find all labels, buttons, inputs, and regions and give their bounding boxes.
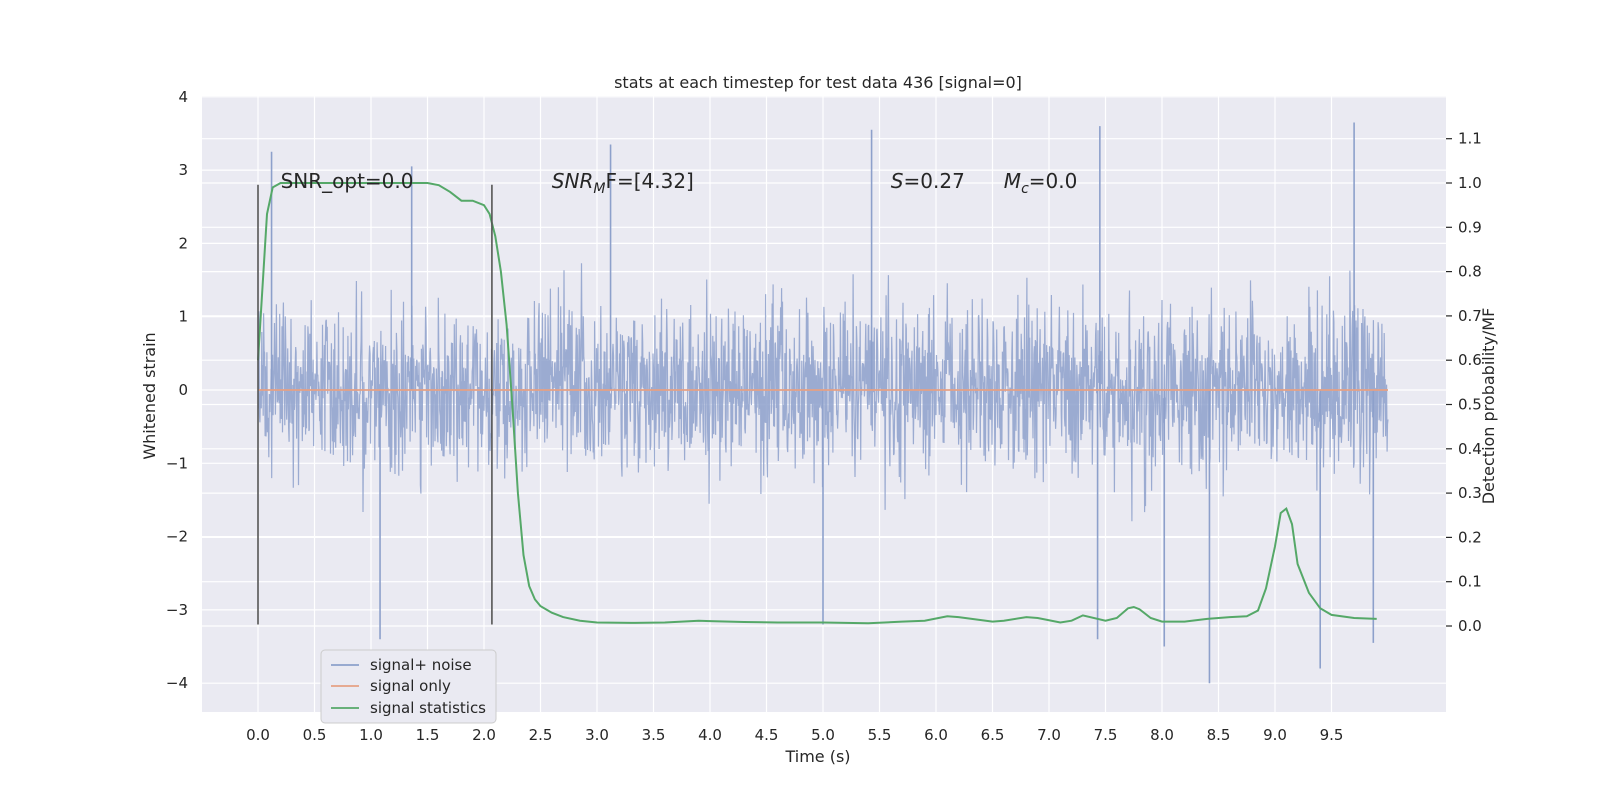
signal-statistics-line	[257, 182, 1377, 625]
y-tick-label: −2	[166, 528, 188, 546]
y2-axis-label: Detection probability/MF	[1479, 308, 1498, 505]
y2-tick-label: 0.1	[1458, 573, 1482, 591]
x-tick-label: 0.5	[303, 726, 327, 744]
x-axis-label: Time (s)	[784, 747, 850, 766]
annotation: SNR_opt=0.0	[281, 169, 414, 193]
x-tick-label: 3.5	[642, 726, 666, 744]
y-tick-label: −3	[166, 601, 188, 619]
y-tick-label: −4	[166, 674, 188, 692]
x-tick-label: 3.0	[585, 726, 609, 744]
y2-tick-label: 0.2	[1458, 528, 1482, 546]
y-tick-label: −1	[166, 454, 188, 472]
y-axis-ticks: 4 3 2 1 0 −1 −2 −3 −4	[166, 88, 188, 692]
x-tick-label: 4.5	[755, 726, 779, 744]
x-tick-label: 4.0	[698, 726, 722, 744]
annotation: Mc=0.0	[1004, 169, 1078, 197]
legend: signal+ noise signal only signal statist…	[320, 649, 497, 724]
chart-title: stats at each timestep for test data 436…	[614, 73, 1022, 92]
x-tick-label: 8.5	[1207, 726, 1231, 744]
annotation: S=0.27	[891, 169, 965, 193]
annotation: SNRMF=[4.32]	[552, 169, 694, 197]
series-lines	[257, 182, 1388, 625]
x-tick-label: 7.5	[1094, 726, 1118, 744]
x-tick-label: 9.0	[1263, 726, 1287, 744]
y2-tick-label: 1.1	[1458, 130, 1482, 148]
y2-tick-label: 0.9	[1458, 218, 1482, 236]
y2-tick-label: 1.0	[1458, 174, 1482, 192]
y2-tick-label: 0.3	[1458, 484, 1482, 502]
x-tick-label: 9.5	[1320, 726, 1344, 744]
x-tick-label: 8.0	[1150, 726, 1174, 744]
y2-tick-label: 0.6	[1458, 351, 1482, 369]
y-tick-label: 1	[178, 308, 188, 326]
annotations: SNR_opt=0.0 SNRMF=[4.32] S=0.27 Mc=0.0	[281, 169, 1078, 197]
x-tick-label: 0.0	[246, 726, 270, 744]
y-tick-label: 0	[178, 381, 188, 399]
x-tick-label: 5.0	[811, 726, 835, 744]
y-axis-label: Whitened strain	[140, 332, 159, 459]
x-tick-label: 1.0	[359, 726, 383, 744]
x-tick-label: 6.0	[924, 726, 948, 744]
x-tick-label: 1.5	[416, 726, 440, 744]
y-tick-label: 2	[178, 234, 188, 252]
legend-label-signal-only: signal only	[370, 677, 451, 695]
y2-tick-label: 0.8	[1458, 263, 1482, 281]
legend-box	[320, 649, 497, 724]
x-tick-label: 2.0	[472, 726, 496, 744]
y2-tick-label: 0.7	[1458, 307, 1482, 325]
x-tick-label: 5.5	[868, 726, 892, 744]
legend-label-signal-statistics: signal statistics	[370, 699, 486, 717]
y2-tick-label: 0.5	[1458, 396, 1482, 414]
vertical-markers	[257, 184, 493, 625]
y2-tick-label: 0.0	[1458, 617, 1482, 635]
x-tick-label: 2.5	[529, 726, 553, 744]
y2-tick-label: 0.4	[1458, 440, 1482, 458]
legend-label-signal-noise: signal+ noise	[370, 656, 472, 674]
y-tick-label: 4	[178, 88, 188, 106]
x-tick-label: 7.0	[1037, 726, 1061, 744]
y2-axis-ticks: 1.1 1.0 0.9 0.8 0.7 0.6 0.5 0.4 0.3 0.2 0.1 0.0	[1446, 130, 1482, 635]
x-axis-ticks: 0.0 0.5 1.0 1.5 2.0 2.5 3.0 3.5 4.0 4.5 5.0 5.5 6.0 6…	[246, 726, 1343, 744]
noise-trace	[257, 263, 1389, 522]
x-tick-label: 6.5	[981, 726, 1005, 744]
y-tick-label: 3	[178, 161, 188, 179]
